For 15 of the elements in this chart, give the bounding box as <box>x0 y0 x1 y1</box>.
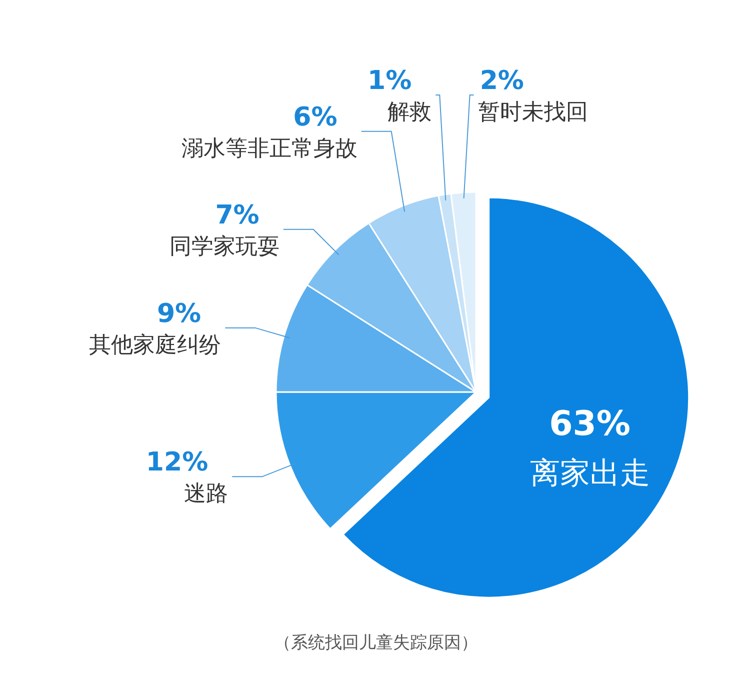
data-label: 7% <box>215 200 260 230</box>
data-label: 63% <box>549 404 630 444</box>
slice-label: 迷路 <box>184 482 228 507</box>
data-label: 12% <box>146 448 208 478</box>
slice-label: 暂时未找回 <box>478 100 588 125</box>
slice-label: 溺水等非正常身故 <box>181 136 358 162</box>
slice-label: 解救 <box>388 100 432 125</box>
slice-label: 离家出走 <box>530 456 650 492</box>
slice-label: 其他家庭纠纷 <box>89 332 222 358</box>
data-label: 9% <box>156 298 202 329</box>
text: （系统找回儿童失踪原因） <box>274 633 478 653</box>
data-label: 2% <box>480 66 524 96</box>
data-label: 1% <box>367 66 412 96</box>
slice-label: 同学家玩耍 <box>169 234 280 260</box>
data-label: 6% <box>293 102 338 132</box>
